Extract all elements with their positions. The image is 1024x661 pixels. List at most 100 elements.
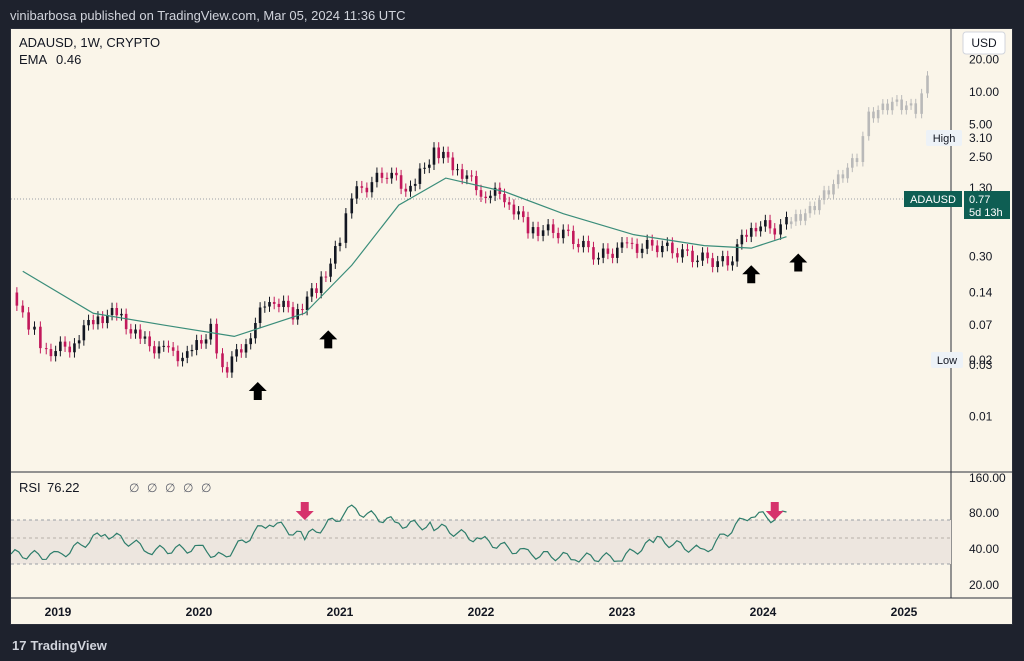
down-arrow-icon xyxy=(295,502,314,520)
candle-body xyxy=(522,211,525,218)
projection-body xyxy=(909,103,913,106)
candle-body xyxy=(470,175,473,177)
candle-body xyxy=(716,261,719,268)
candle-body xyxy=(587,240,590,248)
candle-body xyxy=(33,326,36,330)
candle-body xyxy=(731,261,734,266)
candle-body xyxy=(650,239,654,246)
projection-body xyxy=(813,206,816,211)
candle-body xyxy=(671,242,674,254)
rsi-input-symbol: ∅ xyxy=(147,481,157,495)
annotation-arrows xyxy=(248,253,808,520)
candle-body xyxy=(350,198,354,214)
candle-body xyxy=(221,353,224,368)
projection-body xyxy=(872,111,875,119)
candle-body xyxy=(493,187,497,196)
candle-body xyxy=(655,245,659,253)
rsi-legend-value: 76.22 xyxy=(47,480,80,495)
candle-body xyxy=(258,307,262,323)
projection-body xyxy=(855,158,859,163)
currency-button[interactable]: USD xyxy=(962,31,1006,55)
candle-body xyxy=(465,175,469,179)
projection-body xyxy=(881,103,885,110)
price-tick-label: 20.00 xyxy=(969,52,999,66)
candle-body xyxy=(200,340,203,344)
candle-body xyxy=(360,186,364,188)
candle-body xyxy=(195,340,198,350)
year-label: 2021 xyxy=(327,605,354,619)
candle-body xyxy=(423,167,426,169)
candle-body xyxy=(451,157,455,171)
candle-body xyxy=(536,227,540,236)
candle-body xyxy=(120,313,123,316)
currency-button-box[interactable] xyxy=(962,31,1006,55)
main-pane[interactable] xyxy=(11,29,951,472)
candle-body xyxy=(546,224,550,231)
candle-body xyxy=(399,175,403,189)
price-tick-label: 0.30 xyxy=(969,250,993,264)
projection-body xyxy=(818,199,821,211)
low-value: 0.02 xyxy=(969,353,993,367)
candle-body xyxy=(456,169,459,171)
tradingview-logo-icon: 17 xyxy=(12,638,27,653)
rsi-input-symbol: ∅ xyxy=(183,481,193,495)
tradingview-logo[interactable]: 17 TradingView xyxy=(12,638,107,653)
candle-body xyxy=(592,247,595,260)
projection-body xyxy=(886,103,889,111)
candle-body xyxy=(432,147,436,165)
rsi-line xyxy=(10,504,787,563)
candle-body xyxy=(759,226,762,232)
price-series[interactable] xyxy=(15,142,788,378)
year-label: 2024 xyxy=(750,605,777,619)
candle-body xyxy=(572,230,575,244)
projection-body xyxy=(841,174,845,179)
candle-body xyxy=(768,220,772,229)
candle-body xyxy=(442,151,445,159)
candle-body xyxy=(157,346,161,354)
projection-body xyxy=(867,111,871,137)
chart-canvas[interactable]: ADAUSD, 1W, CRYPTO EMA 0.46 RSI 76.22 ∅ ∅… xyxy=(10,29,1012,624)
candle-body xyxy=(204,339,208,344)
candle-body xyxy=(745,234,748,237)
projection-body xyxy=(789,221,793,225)
currency-button-label[interactable]: USD xyxy=(971,36,997,50)
candle-body xyxy=(324,276,328,278)
low-tag-box xyxy=(931,352,963,368)
price-tick-label: 5.00 xyxy=(969,118,993,132)
candle-body xyxy=(640,248,644,253)
candle-body xyxy=(176,350,180,362)
price-tick-label: 0.14 xyxy=(969,286,993,300)
candle-body xyxy=(319,276,323,293)
candle-body xyxy=(301,309,304,311)
candle-body xyxy=(110,308,114,316)
candle-body xyxy=(134,329,137,334)
candle-body xyxy=(660,245,664,253)
chart-area[interactable]: ADAUSD, 1W, CRYPTO EMA 0.46 RSI 76.22 ∅ ∅… xyxy=(10,28,1013,625)
rsi-input-symbol: ∅ xyxy=(129,481,139,495)
low-label: Low xyxy=(937,355,957,367)
candle-body xyxy=(686,249,689,251)
candle-body xyxy=(365,187,369,193)
projection-body xyxy=(827,190,831,195)
candle-body xyxy=(582,240,585,248)
candle-body xyxy=(240,349,243,353)
candle-body xyxy=(611,253,614,258)
candle-body xyxy=(556,232,560,239)
rsi-tick-label: 20.00 xyxy=(969,578,999,592)
countdown: 5d 13h xyxy=(969,207,1003,219)
candle-body xyxy=(749,227,753,237)
candle-body xyxy=(370,182,374,193)
year-label: 2022 xyxy=(468,605,495,619)
projection-body xyxy=(900,99,903,111)
price-tick-label: 0.03 xyxy=(969,358,993,372)
publish-header: vinibarbosa published on TradingView.com… xyxy=(0,0,1024,30)
candle-body xyxy=(479,190,483,197)
candle-body xyxy=(385,177,389,179)
candle-body xyxy=(606,248,610,254)
candle-body xyxy=(305,296,309,310)
candle-body xyxy=(287,300,290,308)
candle-body xyxy=(754,227,758,232)
time-axis[interactable]: 2019 2020 2021 2022 2023 2024 2025 xyxy=(45,605,918,619)
candle-body xyxy=(59,341,62,352)
candle-body xyxy=(15,292,19,306)
